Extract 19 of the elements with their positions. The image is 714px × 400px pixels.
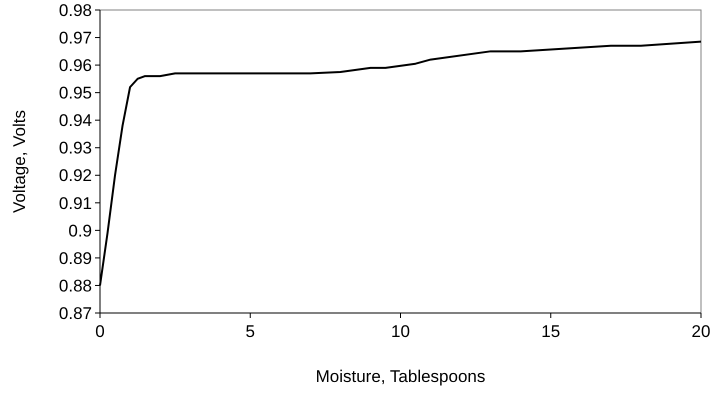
y-tick-label: 0.89 xyxy=(58,248,92,268)
y-tick-label: 0.98 xyxy=(58,0,92,20)
y-tick-label: 0.93 xyxy=(58,138,92,158)
y-tick-label: 0.9 xyxy=(68,221,92,240)
y-tick-label: 0.96 xyxy=(58,56,92,76)
y-tick-label: 0.95 xyxy=(58,84,92,103)
y-tick-label: 0.88 xyxy=(58,276,92,296)
y-tick-label: 0.97 xyxy=(58,28,92,48)
y-axis-title: Voltage, Volts xyxy=(10,110,29,214)
x-tick-label: 15 xyxy=(541,322,560,341)
y-tick-label: 0.87 xyxy=(58,304,92,323)
y-tick-label: 0.91 xyxy=(58,194,92,213)
y-tick-label: 0.92 xyxy=(58,166,92,186)
x-tick-label: 0 xyxy=(95,322,105,341)
x-tick-label: 20 xyxy=(692,322,710,341)
x-axis-title: Moisture, Tablespoons xyxy=(316,367,486,386)
x-tick-label: 10 xyxy=(391,322,410,341)
x-tick-label: 5 xyxy=(246,322,255,341)
y-tick-label: 0.94 xyxy=(58,111,92,130)
